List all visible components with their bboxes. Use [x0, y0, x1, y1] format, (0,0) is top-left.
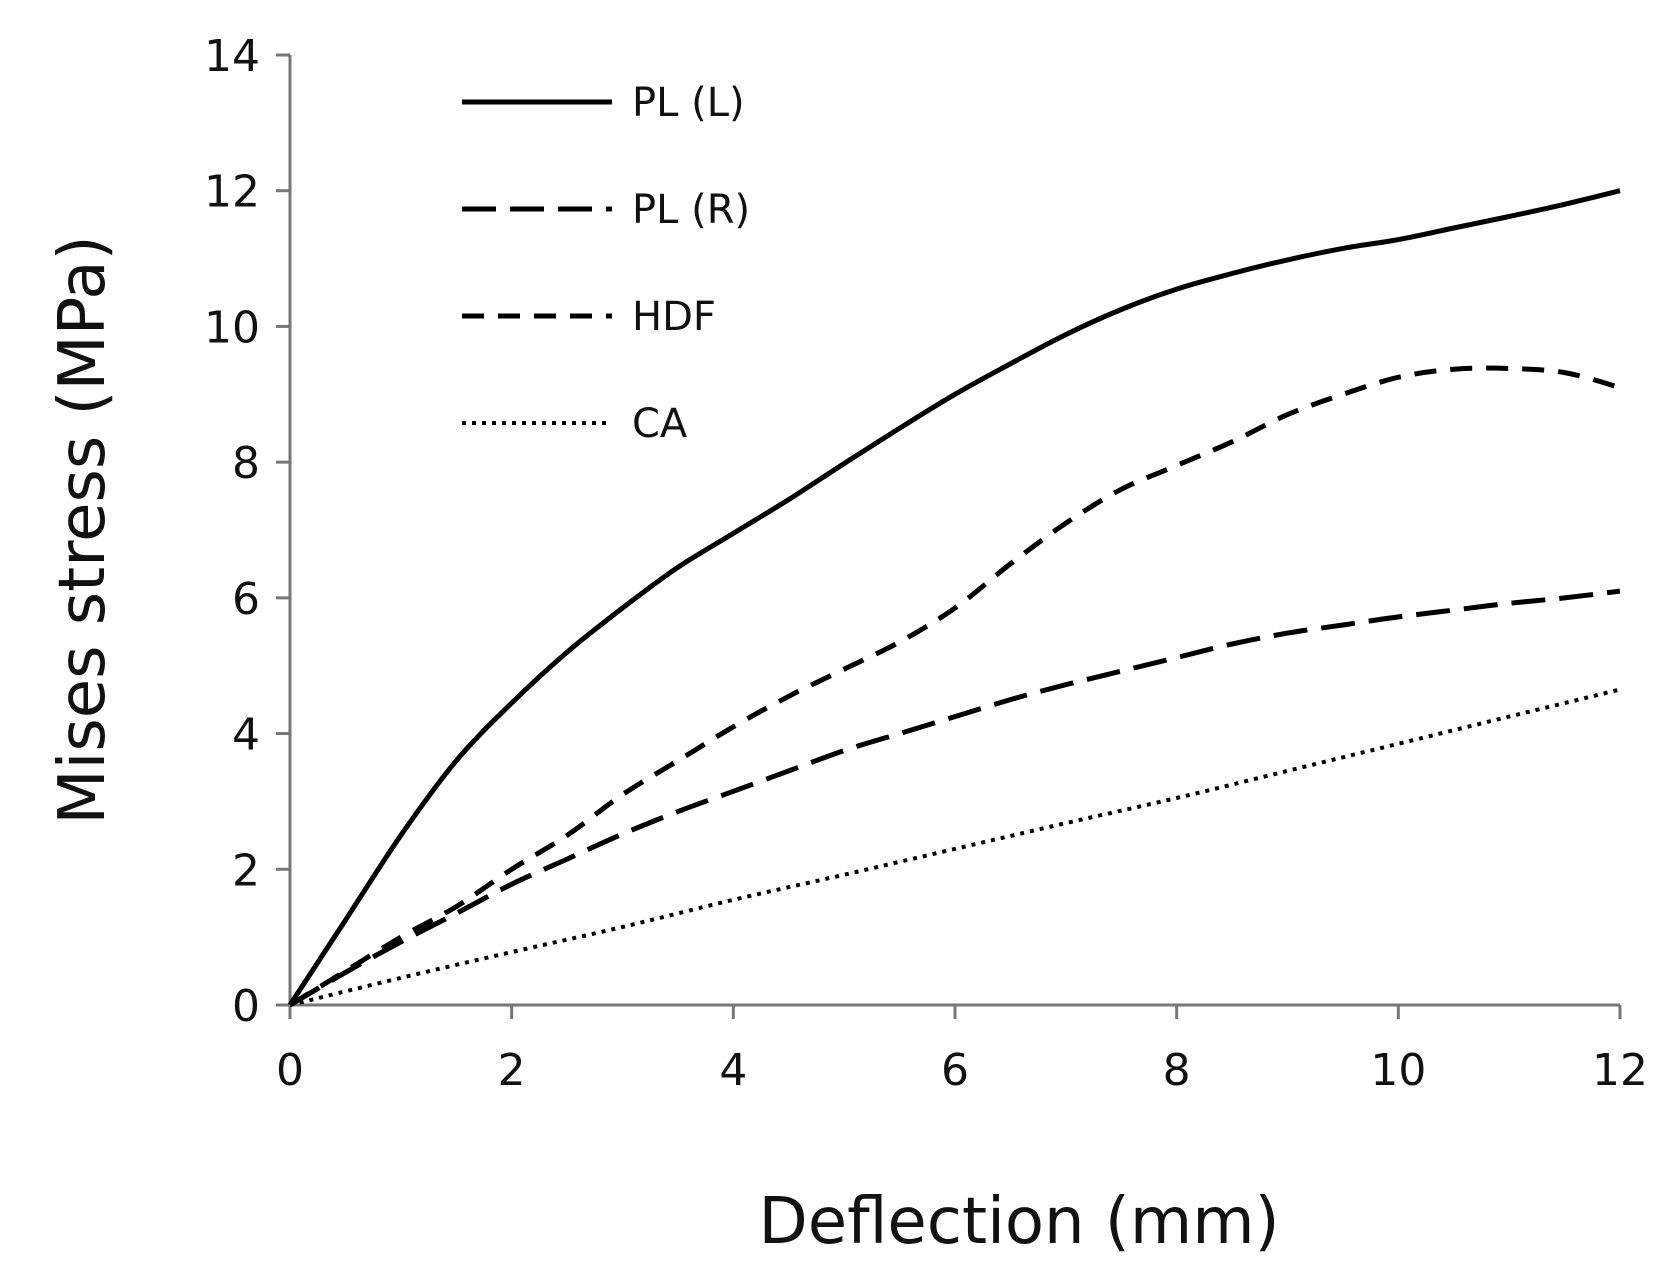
x-tick-label: 10: [1370, 1045, 1426, 1096]
legend-label-ca: CA: [632, 401, 688, 447]
legend-label-pl-r: PL (R): [632, 187, 750, 233]
x-tick-label: 4: [719, 1045, 747, 1096]
x-tick-label: 6: [941, 1045, 969, 1096]
legend-label-hdf: HDF: [632, 294, 716, 340]
y-tick-label: 10: [204, 302, 260, 353]
y-tick-label: 0: [232, 981, 260, 1032]
series-line-pl-l: [287, 188, 1621, 1007]
y-tick-label: 8: [232, 438, 260, 489]
y-tick-label: 4: [232, 710, 260, 761]
y-axis-label: Mises stress (MPa): [46, 235, 120, 824]
series-line-hdf: [288, 365, 1621, 1008]
series-line-pl-r: [288, 588, 1621, 1008]
x-tick-label: 8: [1163, 1045, 1191, 1096]
y-tick-label: 6: [232, 574, 260, 625]
y-tick-label: 12: [204, 167, 260, 218]
y-tick-label: 14: [204, 31, 260, 82]
series-layer: [287, 188, 1621, 1008]
y-tick-label: 2: [232, 845, 260, 896]
legend: PL (L) PL (R) HDF CA: [462, 80, 750, 447]
series-line-ca: [289, 687, 1621, 1007]
x-tick-label: 12: [1592, 1045, 1648, 1096]
x-tick-label: 0: [276, 1045, 304, 1096]
x-tick-label: 2: [498, 1045, 526, 1096]
legend-label-pl-l: PL (L): [632, 80, 745, 126]
axes: 0 2 4 6 8 10 12 14 0 2 4 6 8 10 12: [204, 31, 1648, 1096]
x-axis-label: Deflection (mm): [758, 1185, 1279, 1259]
